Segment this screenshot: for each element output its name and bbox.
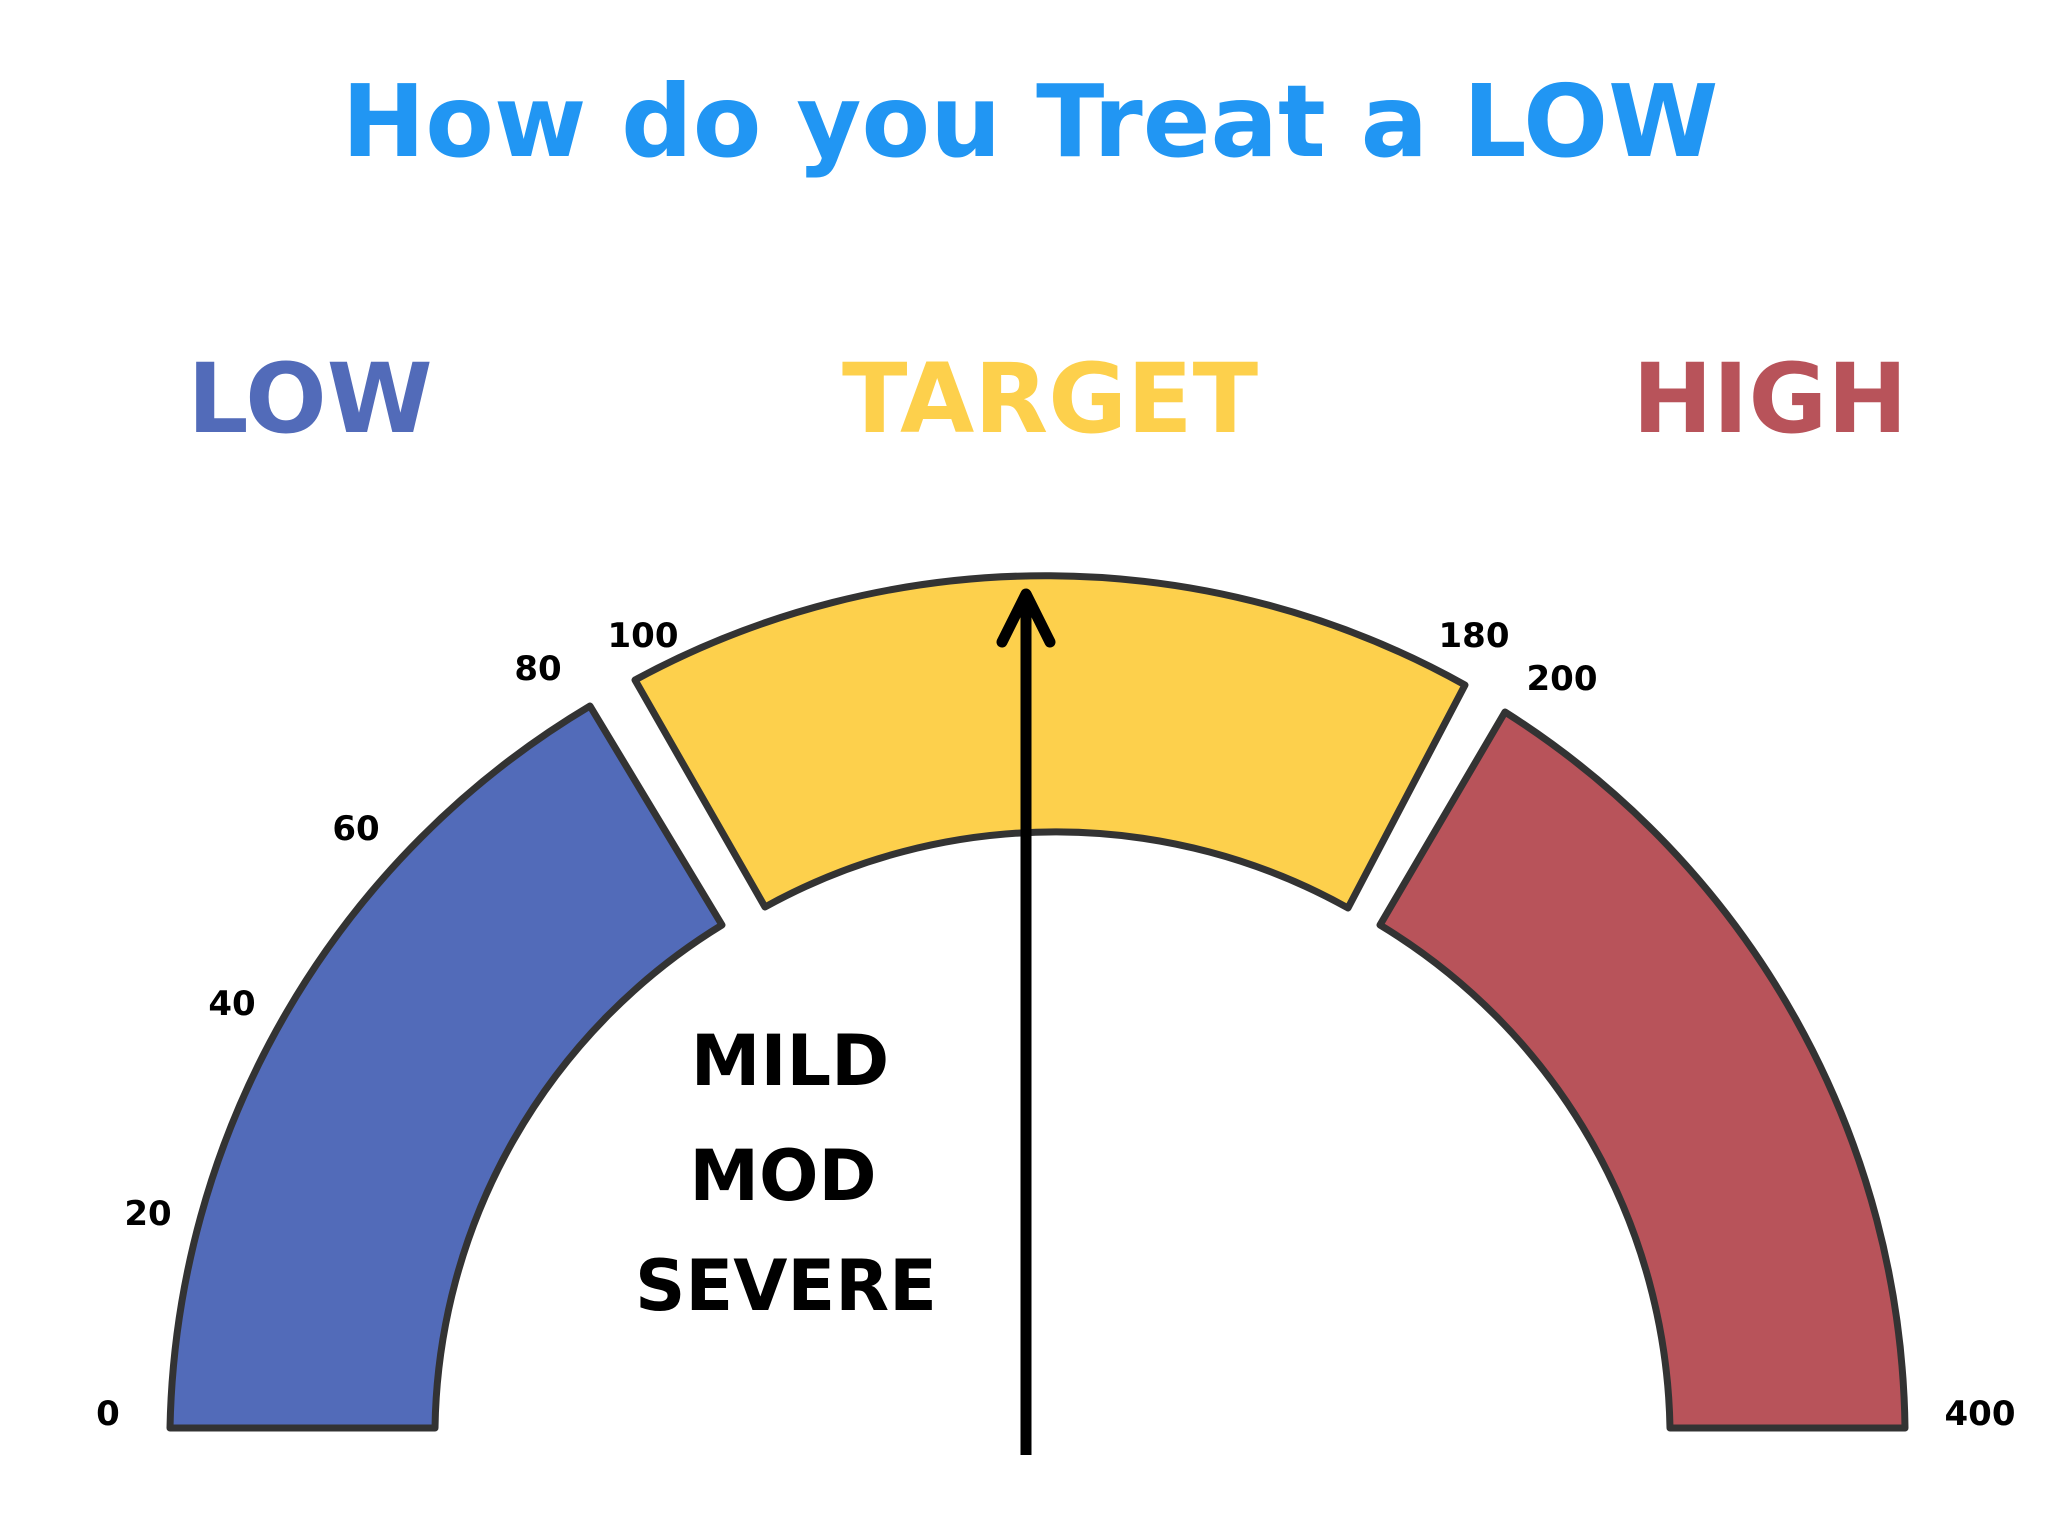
tick-label-180: 180 — [1439, 616, 1510, 656]
tick-label-200: 200 — [1527, 659, 1598, 699]
gauge-segment-high — [1376, 708, 1909, 1432]
page-title: How do you Treat a LOW — [342, 63, 1719, 180]
severity-label-severe: SEVERE — [635, 1245, 937, 1327]
gauge-segment-target — [631, 572, 1469, 912]
tick-label-400: 400 — [1945, 1394, 2016, 1434]
pointer-arrow-icon — [996, 588, 1056, 1455]
arrow-head — [996, 588, 1056, 648]
tick-label-40: 40 — [208, 984, 255, 1024]
tick-label-20: 20 — [124, 1194, 171, 1234]
gauge-segment-low — [166, 702, 726, 1432]
tick-label-0: 0 — [96, 1394, 120, 1434]
zone-label-target: TARGET — [842, 343, 1258, 455]
tick-label-100: 100 — [608, 616, 679, 656]
tick-label-80: 80 — [514, 649, 561, 689]
zone-label-low: LOW — [187, 343, 432, 455]
zone-label-high: HIGH — [1632, 343, 1907, 455]
severity-label-mod: MOD — [689, 1135, 876, 1217]
severity-label-mild: MILD — [691, 1020, 889, 1102]
tick-label-60: 60 — [332, 809, 379, 849]
